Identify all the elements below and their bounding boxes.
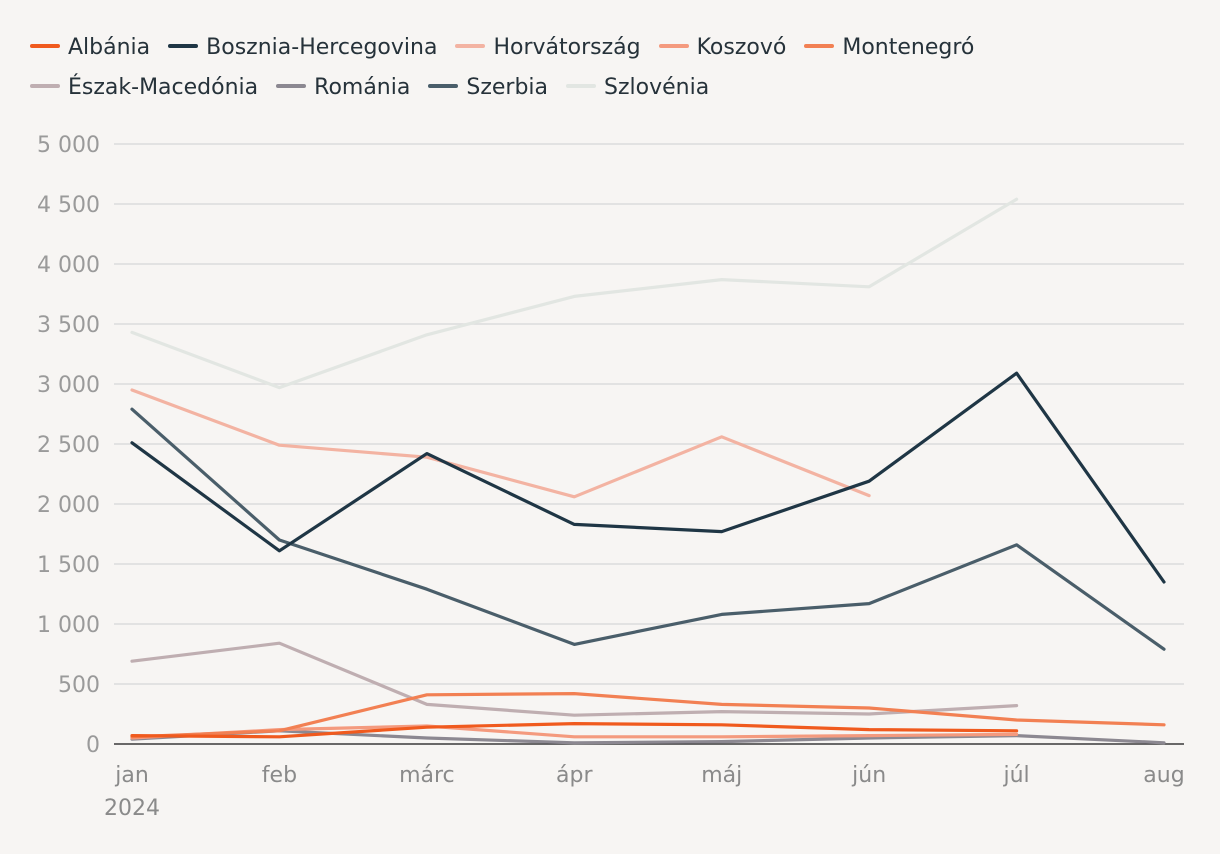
series-line-szerbia[interactable] (130, 407, 1166, 651)
legend-item[interactable]: Szlovénia (566, 68, 709, 108)
x-tick-label: aug (1143, 763, 1184, 788)
legend-swatch (455, 44, 486, 48)
x-tick-label: jan (114, 763, 149, 788)
series-line-horvátország[interactable] (130, 388, 871, 499)
x-tick-label: máj (701, 763, 742, 788)
legend-label: Románia (314, 75, 411, 100)
series-line-szlovénia[interactable] (130, 197, 1019, 390)
legend-label: Szerbia (466, 75, 549, 100)
x-tick-label: júl (1002, 763, 1029, 788)
y-tick-label: 4 500 (37, 193, 100, 218)
chart-legend: Albánia Bosznia-Hercegovina Horvátország Ko… (30, 28, 1200, 108)
x-tick-label: márc (399, 763, 455, 788)
legend-item[interactable]: Koszovó (658, 28, 787, 68)
legend-swatch (30, 44, 60, 48)
x-tick-label: ápr (556, 763, 593, 788)
legend-item[interactable]: Bosznia-Hercegovina (168, 28, 437, 68)
y-tick-label: 3 500 (37, 313, 100, 338)
y-tick-label: 1 500 (37, 553, 100, 578)
y-tick-label: 3 000 (37, 373, 100, 398)
legend-swatch (566, 84, 597, 88)
y-tick-label: 0 (86, 733, 100, 758)
y-tick-label: 4 000 (37, 253, 100, 278)
legend-item[interactable]: Horvátország (455, 28, 641, 68)
y-tick-label: 2 500 (37, 433, 100, 458)
legend-swatch (30, 84, 60, 88)
legend-label: Észak-Macedónia (68, 75, 259, 100)
legend-item[interactable]: Montenegró (804, 28, 974, 68)
y-tick-label: 500 (58, 673, 100, 698)
series-line-észak-macedónia[interactable] (130, 641, 1019, 717)
legend-swatch (276, 84, 307, 88)
x-tick-label: feb (262, 763, 297, 788)
x-tick-label: jún (851, 763, 886, 788)
legend-item[interactable]: Románia (276, 68, 410, 108)
legend-swatch (804, 44, 835, 48)
legend-item[interactable]: Észak-Macedónia (30, 68, 258, 108)
x-year-label: 2024 (104, 796, 160, 821)
legend-item[interactable]: Albánia (30, 28, 150, 68)
legend-label: Albánia (68, 35, 151, 60)
legend-swatch (428, 84, 459, 88)
legend-swatch (658, 44, 689, 48)
series-line-bosznia-hercegovina[interactable] (130, 371, 1166, 584)
legend-swatch (168, 44, 199, 48)
y-tick-label: 5 000 (37, 133, 100, 158)
series-line-montenegró[interactable] (130, 691, 1166, 739)
y-tick-label: 1 000 (37, 613, 100, 638)
series-line-albánia[interactable] (130, 721, 1019, 739)
legend-label: Szlovénia (604, 75, 710, 100)
legend-label: Bosznia-Hercegovina (206, 35, 438, 60)
y-tick-label: 2 000 (37, 493, 100, 518)
legend-item[interactable]: Szerbia (428, 68, 548, 108)
legend-label: Horvátország (493, 35, 641, 60)
legend-label: Montenegró (842, 35, 975, 60)
legend-label: Koszovó (696, 35, 787, 60)
